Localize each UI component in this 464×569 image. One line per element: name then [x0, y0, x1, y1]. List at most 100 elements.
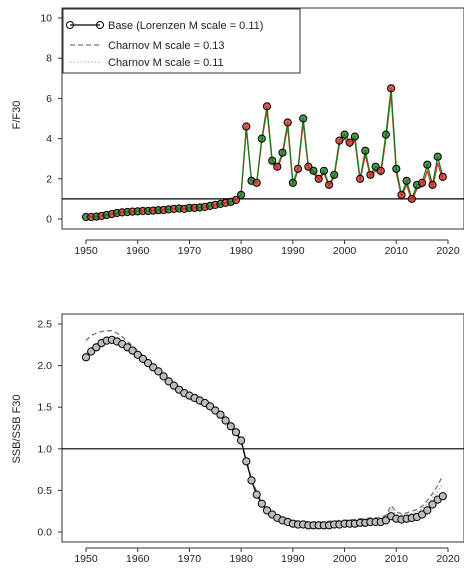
data-point — [381, 130, 390, 139]
data-point — [340, 130, 349, 139]
y-tick-label: 4 — [46, 133, 52, 145]
data-point — [226, 422, 235, 431]
x-tick-label: 2010 — [385, 245, 409, 257]
series-line — [85, 339, 444, 525]
y-tick-label: 2.5 — [37, 319, 52, 331]
data-point — [81, 353, 91, 362]
data-point — [242, 122, 251, 131]
legend-base-marker — [66, 21, 74, 29]
legend: Base (Lorenzen M scale = 0.11) Charnov M… — [62, 8, 301, 74]
x-tick-label: 1970 — [178, 245, 202, 257]
data-point — [356, 174, 365, 183]
data-point — [309, 166, 318, 175]
data-point — [366, 170, 375, 179]
plot-frame — [61, 7, 464, 230]
y-tick-label: 1.5 — [37, 402, 52, 414]
y-tick-label: 0.5 — [37, 485, 52, 497]
y-tick-label: 2.0 — [37, 360, 52, 372]
x-tick-label: 1980 — [229, 553, 253, 565]
data-point — [128, 346, 137, 355]
y-tick-label: 10 — [40, 13, 52, 25]
data-point — [314, 174, 323, 183]
data-point — [257, 499, 266, 508]
data-point — [423, 506, 432, 515]
x-tick-label: 1950 — [74, 553, 98, 565]
x-tick-label: 1980 — [229, 245, 253, 257]
data-point — [319, 166, 328, 175]
data-point — [438, 492, 447, 501]
data-point — [252, 178, 261, 187]
y-tick-label: 0.0 — [37, 527, 52, 539]
data-point — [149, 363, 158, 372]
data-point — [138, 354, 147, 363]
legend-label-charnov-013: Charnov M scale = 0.13 — [108, 40, 224, 52]
data-point — [428, 500, 437, 509]
x-tick-label: 2020 — [436, 245, 460, 257]
x-tick-label: 1960 — [126, 553, 150, 565]
legend-base-marker — [96, 21, 104, 29]
data-point — [242, 457, 251, 466]
data-point — [381, 516, 390, 525]
x-tick-label: 2020 — [436, 553, 460, 565]
data-point — [216, 410, 225, 419]
y-tick-label: 2 — [46, 173, 52, 185]
data-point — [325, 180, 334, 189]
data-point — [376, 166, 385, 175]
x-tick-label: 1970 — [178, 553, 202, 565]
data-point — [247, 476, 256, 485]
data-point — [262, 102, 272, 111]
y-tick-label: 8 — [46, 53, 52, 65]
data-point — [418, 510, 427, 519]
data-point — [159, 372, 168, 381]
data-point — [169, 381, 178, 390]
data-point — [428, 180, 437, 189]
data-point — [231, 428, 241, 437]
y-tick-label: 6 — [46, 93, 52, 105]
data-point — [231, 195, 241, 204]
y-axis-label: F/F30 — [11, 101, 23, 130]
legend-box — [62, 8, 301, 74]
data-point — [237, 190, 246, 199]
series-line — [85, 339, 444, 526]
x-tick-label: 1990 — [281, 553, 305, 565]
data-point — [387, 84, 396, 93]
x-tick-label: 2010 — [385, 553, 409, 565]
data-point — [330, 170, 339, 179]
y-tick-label: 1.0 — [37, 443, 52, 455]
data-point — [206, 402, 215, 411]
data-point — [345, 138, 354, 147]
data-point — [371, 162, 380, 171]
data-point — [278, 148, 287, 157]
data-point — [407, 194, 416, 203]
data-point — [273, 162, 282, 171]
data-point — [154, 367, 163, 376]
data-point — [402, 176, 411, 185]
legend-label-base: Base (Lorenzen M scale = 0.11) — [108, 20, 263, 32]
data-point — [392, 164, 401, 173]
data-point — [361, 146, 370, 155]
data-point — [418, 178, 427, 187]
x-tick-label: 2000 — [333, 553, 357, 565]
data-point — [133, 350, 142, 359]
data-point — [221, 416, 230, 425]
data-point — [288, 178, 297, 187]
x-tick-label: 2000 — [333, 245, 357, 257]
data-point — [237, 436, 246, 445]
legend-label-charnov-011: Charnov M scale = 0.11 — [108, 57, 224, 69]
data-point — [211, 406, 220, 415]
data-point — [350, 132, 359, 141]
data-point — [268, 156, 277, 165]
x-tick-label: 1960 — [126, 245, 150, 257]
data-point — [433, 152, 442, 161]
data-point — [438, 172, 447, 181]
y-axis-label: SSB/SSB F30 — [11, 394, 23, 463]
data-point — [262, 506, 272, 515]
data-point — [257, 134, 266, 143]
y-tick-label: 0 — [46, 214, 52, 226]
x-tick-label: 1990 — [281, 245, 305, 257]
data-point — [164, 377, 173, 386]
data-point — [293, 164, 303, 173]
data-point — [335, 136, 344, 145]
data-point — [397, 190, 406, 199]
